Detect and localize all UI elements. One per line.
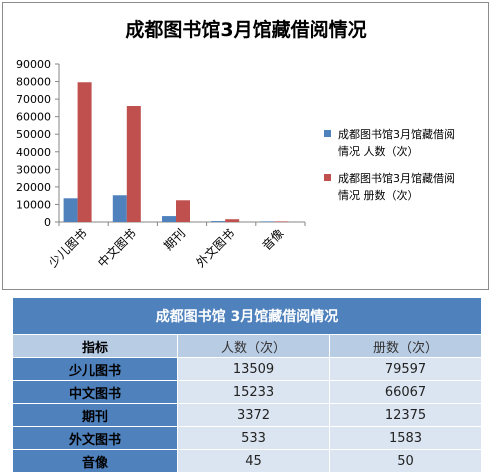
- legend-swatch-people: [324, 130, 331, 137]
- table-row: 外文图书 533 1583: [12, 426, 483, 450]
- bar-people: [260, 221, 275, 222]
- chart-title: 成都图书馆3月馆藏借阅情况: [125, 18, 366, 41]
- table-row: 中文图书 15233 66067: [12, 380, 483, 404]
- x-tick-label: 外文图书: [193, 226, 238, 271]
- y-axis: 0 10000 20000 30000 40000 50000 60000 70000 8000…: [16, 58, 60, 229]
- table-row: 期刊 3372 12375: [12, 403, 483, 427]
- cell-volumes: 79597: [328, 357, 483, 381]
- y-tick-label: 80000: [16, 76, 51, 89]
- bar-people: [211, 221, 226, 222]
- legend: 成都图书馆3月馆藏借阅 情况 人数（次） 成都图书馆3月馆藏借阅 情况 册数（次…: [324, 127, 459, 202]
- legend-swatch-volumes: [324, 174, 331, 181]
- x-tick-label: 少儿图书: [46, 226, 90, 270]
- bar-people: [162, 216, 176, 222]
- x-axis: 少儿图书 中文图书 期刊 外文图书 音像: [46, 221, 306, 271]
- bar-volumes: [176, 200, 190, 222]
- y-tick-label: 10000: [16, 198, 51, 211]
- row-label: 中文图书: [12, 380, 178, 404]
- y-tick-label: 70000: [16, 93, 51, 106]
- cell-people: 45: [177, 449, 330, 473]
- x-tick-label: 期刊: [161, 226, 188, 253]
- cell-people: 15233: [177, 380, 330, 404]
- bar-people: [63, 198, 78, 222]
- stats-table-wrap: 成都图书馆 3月馆藏借阅情况 指标 人数（次） 册数（次） 少儿图书 13509…: [11, 297, 483, 473]
- cell-volumes: 12375: [328, 403, 483, 427]
- y-tick-label: 60000: [16, 111, 51, 124]
- stats-table: 成都图书馆 3月馆藏借阅情况 指标 人数（次） 册数（次） 少儿图书 13509…: [11, 297, 483, 473]
- legend-label-people: 成都图书馆3月馆藏借阅 情况 人数（次）: [338, 127, 459, 158]
- bar-volumes: [274, 221, 289, 222]
- chart-panel: 成都图书馆3月馆藏借阅情况 0 10000 20000 30000 40000 50000…: [2, 2, 489, 290]
- row-label: 期刊: [12, 403, 178, 427]
- y-tick-label: 50000: [16, 128, 51, 141]
- table-title-row: 成都图书馆 3月馆藏借阅情况: [11, 297, 483, 335]
- y-tick-label: 0: [44, 216, 51, 229]
- column-header-volumes: 册数（次）: [328, 334, 483, 358]
- table-row: 少儿图书 13509 79597: [12, 357, 483, 381]
- table-header-row: 指标 人数（次） 册数（次）: [12, 334, 483, 358]
- bar-chart: 成都图书馆3月馆藏借阅情况 0 10000 20000 30000 40000 50000…: [16, 18, 459, 271]
- table-row: 音像 45 50: [12, 449, 483, 473]
- row-label: 少儿图书: [12, 357, 178, 381]
- bar-volumes: [77, 82, 92, 222]
- cell-people: 3372: [177, 403, 330, 427]
- table-title: 成都图书馆 3月馆藏借阅情况: [11, 297, 483, 335]
- cell-volumes: 66067: [328, 380, 483, 404]
- y-tick-label: 40000: [16, 146, 51, 159]
- bars: [63, 82, 289, 222]
- cell-volumes: 50: [328, 449, 483, 473]
- y-tick-label: 90000: [16, 58, 51, 71]
- bar-volumes: [126, 106, 141, 222]
- row-label: 音像: [12, 449, 178, 473]
- bar-people: [112, 195, 127, 222]
- cell-people: 533: [177, 426, 330, 450]
- x-tick-label: 音像: [259, 226, 287, 254]
- y-tick-label: 20000: [16, 181, 51, 194]
- cell-people: 13509: [177, 357, 330, 381]
- column-header-people: 人数（次）: [177, 334, 330, 358]
- row-label: 外文图书: [12, 426, 178, 450]
- x-tick-label: 中文图书: [94, 226, 139, 271]
- bar-volumes: [225, 219, 240, 222]
- legend-label-volumes: 成都图书馆3月馆藏借阅 情况 册数（次）: [338, 171, 459, 202]
- column-header-indicator: 指标: [12, 334, 178, 358]
- y-tick-label: 30000: [16, 163, 51, 176]
- cell-volumes: 1583: [328, 426, 483, 450]
